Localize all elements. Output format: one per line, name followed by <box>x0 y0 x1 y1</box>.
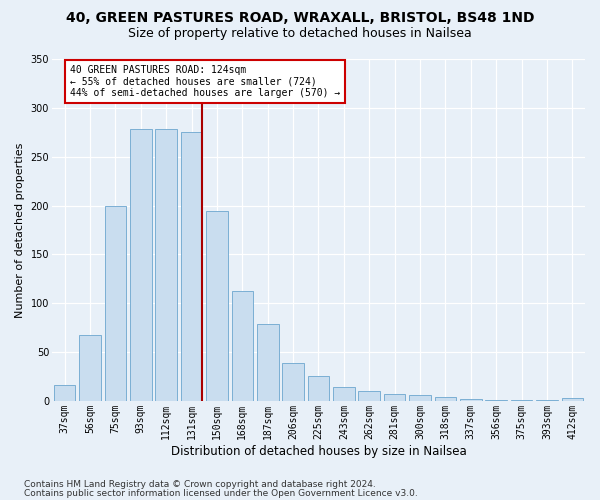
Text: Size of property relative to detached houses in Nailsea: Size of property relative to detached ho… <box>128 28 472 40</box>
Bar <box>409 395 431 401</box>
Bar <box>485 400 507 401</box>
Bar <box>232 290 253 401</box>
Bar <box>308 376 329 401</box>
Bar <box>358 391 380 401</box>
Bar <box>181 132 202 401</box>
Bar <box>104 206 126 401</box>
Bar <box>333 387 355 401</box>
Bar <box>257 324 278 401</box>
Bar <box>562 398 583 401</box>
Bar <box>206 212 228 401</box>
Text: Contains public sector information licensed under the Open Government Licence v3: Contains public sector information licen… <box>24 489 418 498</box>
Bar <box>54 386 76 401</box>
Bar <box>384 394 406 401</box>
Bar <box>283 363 304 401</box>
Bar <box>130 130 152 401</box>
Y-axis label: Number of detached properties: Number of detached properties <box>15 142 25 318</box>
Text: Contains HM Land Registry data © Crown copyright and database right 2024.: Contains HM Land Registry data © Crown c… <box>24 480 376 489</box>
Bar <box>460 399 482 401</box>
Text: 40, GREEN PASTURES ROAD, WRAXALL, BRISTOL, BS48 1ND: 40, GREEN PASTURES ROAD, WRAXALL, BRISTO… <box>66 12 534 26</box>
X-axis label: Distribution of detached houses by size in Nailsea: Distribution of detached houses by size … <box>170 444 466 458</box>
Bar <box>536 400 558 401</box>
Bar <box>511 400 532 401</box>
Bar <box>434 397 456 401</box>
Bar <box>79 336 101 401</box>
Text: 40 GREEN PASTURES ROAD: 124sqm
← 55% of detached houses are smaller (724)
44% of: 40 GREEN PASTURES ROAD: 124sqm ← 55% of … <box>70 65 340 98</box>
Bar <box>155 130 177 401</box>
